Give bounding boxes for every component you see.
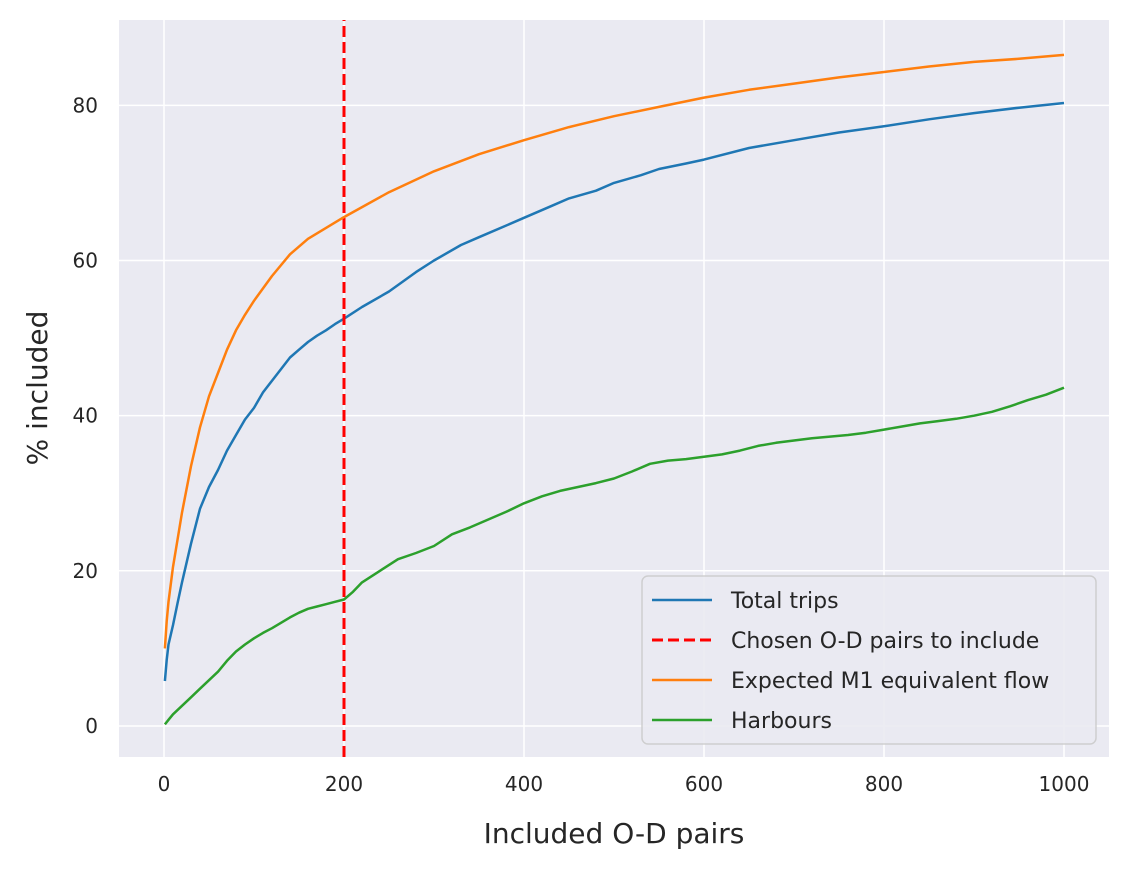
x-tick-label: 200 bbox=[325, 772, 363, 796]
series-line-total-trips bbox=[163, 101, 1065, 682]
y-tick-label: 0 bbox=[85, 714, 98, 738]
series-line-expected-m1-equivalent-flow bbox=[163, 53, 1065, 649]
legend-box bbox=[641, 575, 1097, 745]
x-tick-label: 0 bbox=[158, 772, 171, 796]
legend-label: Chosen O-D pairs to include bbox=[731, 629, 1039, 654]
legend: Total trips Chosen O-D pairs to include Ex… bbox=[641, 575, 1097, 745]
x-tick-label: 800 bbox=[865, 772, 903, 796]
x-tick-label: 1000 bbox=[1039, 772, 1090, 796]
x-tick-label: 600 bbox=[685, 772, 723, 796]
y-tick-label: 80 bbox=[73, 93, 98, 117]
legend-label: Expected M1 equivalent flow bbox=[731, 669, 1049, 694]
tick-labels: 0 200 400 600 800 1000 0 20 40 60 80 bbox=[73, 93, 1090, 796]
legend-label: Total trips bbox=[730, 589, 839, 614]
y-axis-title: % included bbox=[21, 311, 54, 466]
y-tick-label: 20 bbox=[73, 559, 98, 583]
y-tick-label: 60 bbox=[73, 248, 98, 272]
x-tick-label: 400 bbox=[505, 772, 543, 796]
legend-label: Harbours bbox=[731, 709, 832, 734]
series-lines bbox=[163, 20, 1065, 757]
x-axis-title: Included O-D pairs bbox=[484, 817, 745, 850]
y-tick-label: 40 bbox=[73, 404, 98, 428]
series-line-harbours bbox=[163, 386, 1065, 726]
